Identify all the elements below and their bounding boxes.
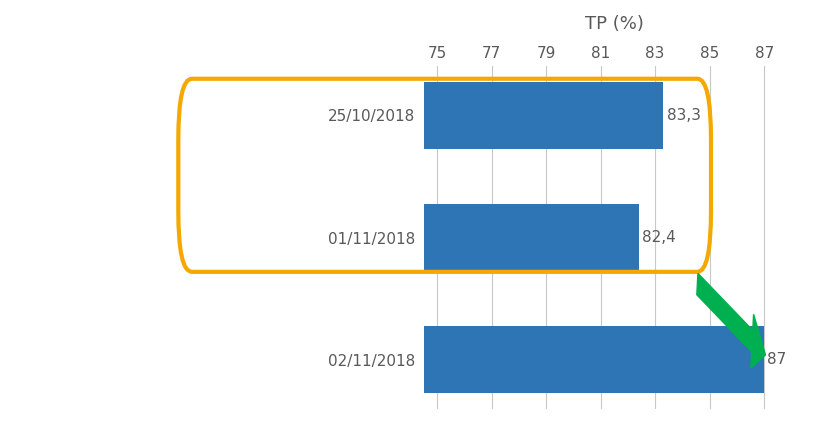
Bar bbox=[0, 326, 763, 393]
Bar bbox=[0, 82, 663, 149]
Text: 87: 87 bbox=[767, 352, 785, 367]
Bar bbox=[0, 204, 638, 271]
Text: 83,3: 83,3 bbox=[666, 108, 699, 123]
Text: 82,4: 82,4 bbox=[641, 230, 675, 245]
Title: TP (%): TP (%) bbox=[584, 15, 643, 33]
FancyArrow shape bbox=[696, 273, 765, 368]
